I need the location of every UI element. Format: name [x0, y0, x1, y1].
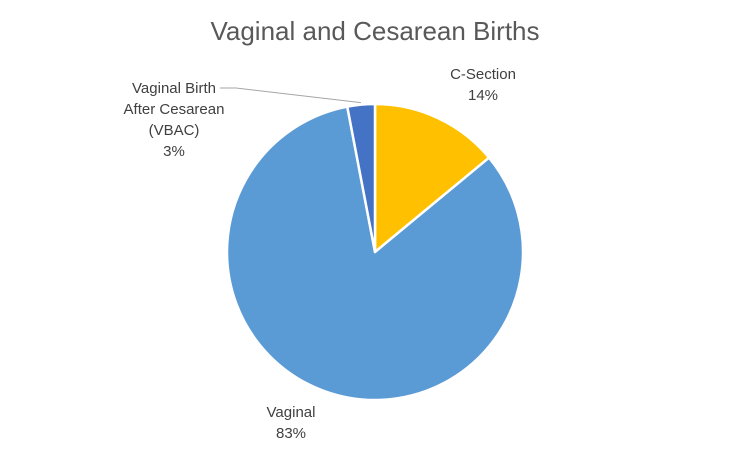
data-label-vaginal-birth-after-cesarean-vbac: Vaginal Birth After Cesarean (VBAC) 3%	[124, 80, 225, 160]
data-label-text: (VBAC)	[149, 122, 200, 139]
data-label-text: Vaginal	[267, 404, 316, 421]
data-label-value: 3%	[163, 143, 185, 160]
data-label-c-section: C-Section 14%	[450, 66, 516, 104]
data-label-vaginal: Vaginal 83%	[267, 404, 316, 442]
data-label-text: Vaginal Birth	[132, 80, 216, 97]
pie-slice-vaginal	[225, 105, 525, 402]
pie-slice-vaginal-birth-after-cesarean-vbac	[346, 102, 377, 254]
data-label-value: 14%	[468, 87, 498, 104]
pie-slice-c-section	[373, 102, 491, 254]
data-label-value: 83%	[276, 425, 306, 442]
chart-title: Vaginal and Cesarean Births	[210, 16, 540, 46]
data-label-text: C-Section	[450, 66, 516, 83]
vbac-leader-line	[220, 87, 361, 104]
data-label-text: After Cesarean	[124, 101, 225, 118]
